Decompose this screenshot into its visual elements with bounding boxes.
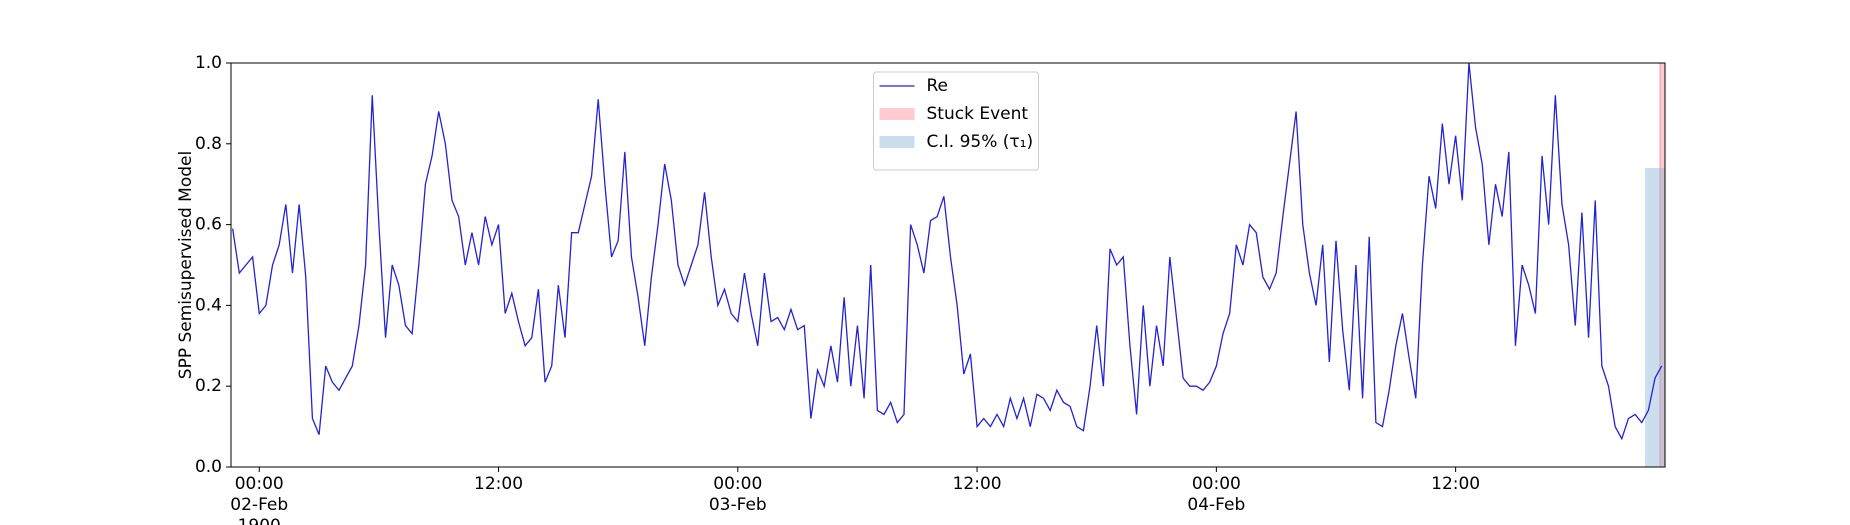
legend-label: C.I. 95% (τ₁) — [927, 132, 1034, 152]
legend: Re Stuck Event C.I. 95% (τ₁) — [873, 71, 1039, 171]
y-tick-label: 0.2 — [195, 376, 222, 396]
x-tick-label: 12:00 — [952, 474, 1002, 494]
legend-swatch — [879, 136, 915, 148]
x-tick-label: 12:00 — [1431, 474, 1481, 494]
y-tick-label: 1.0 — [195, 53, 222, 73]
y-axis-label: SPP Semisupervised Model — [176, 151, 196, 379]
legend-label: Re — [927, 76, 949, 96]
x-tick-label: 12:00 — [474, 474, 524, 494]
y-tick-label: 0.8 — [195, 134, 222, 154]
y-tick-label: 0.4 — [195, 295, 222, 315]
legend-label: Stuck Event — [927, 104, 1029, 124]
line — [232, 62, 1663, 441]
plot-frame — [230, 62, 1666, 468]
legend-box — [873, 71, 1039, 171]
x-tick-label: 00:00 02-Feb 1900 — [230, 474, 289, 525]
x-tick-label: 00:00 04-Feb — [1187, 474, 1246, 515]
span — [1645, 168, 1665, 468]
x-tick-label: 00:00 03-Feb — [708, 474, 767, 515]
y-tick-label: 0.0 — [195, 457, 222, 477]
legend-swatch — [879, 108, 915, 120]
y-tick-label: 0.6 — [195, 215, 222, 235]
